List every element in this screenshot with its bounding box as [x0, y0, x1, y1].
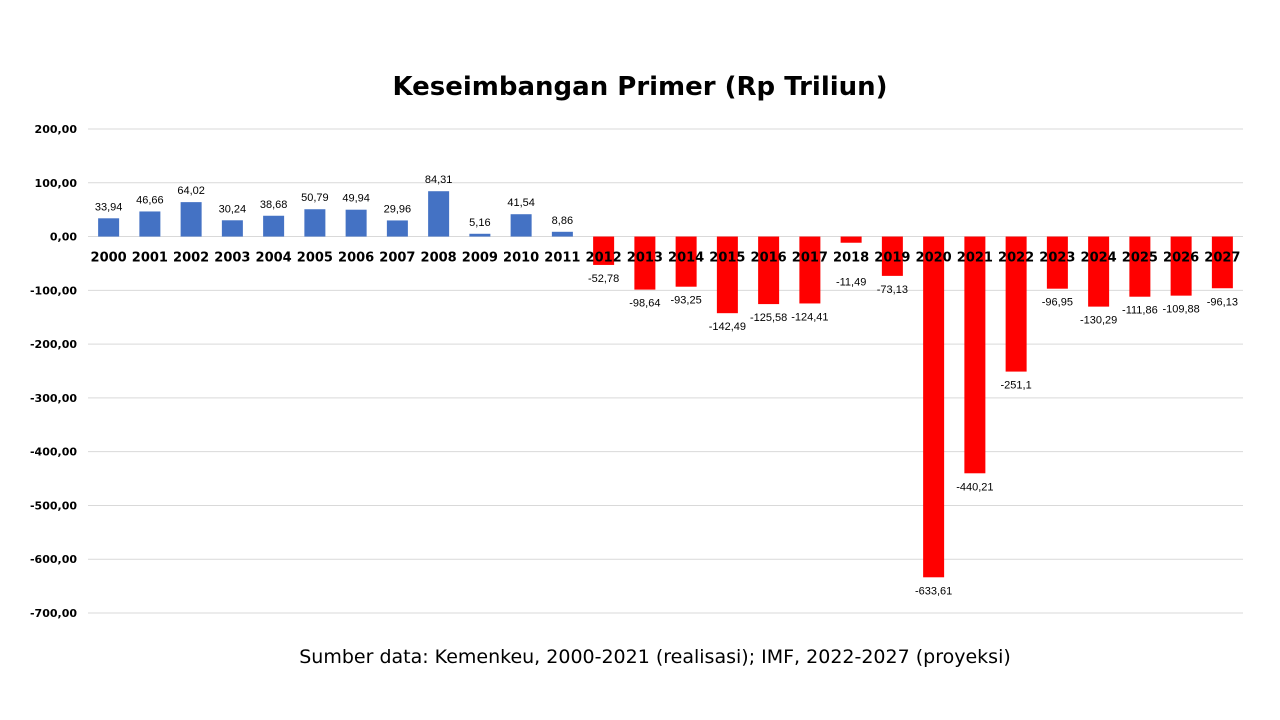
bar [840, 236, 862, 243]
y-tick-label: -300,00 [30, 392, 77, 405]
data-label: -73,13 [877, 284, 908, 296]
data-label: -52,78 [588, 273, 619, 285]
bar [345, 209, 367, 237]
bar [881, 236, 903, 276]
source-note: Sumber data: Kemenkeu, 2000-2021 (realis… [299, 646, 1011, 668]
bar [716, 236, 738, 314]
x-tick-label: 2024 [1081, 251, 1117, 266]
data-label: -11,49 [836, 277, 866, 289]
bar [1129, 236, 1151, 297]
data-label: -633,61 [915, 585, 952, 597]
bar [180, 202, 202, 237]
y-tick-label: -400,00 [30, 446, 77, 459]
bar [964, 236, 986, 474]
x-tick-label: 2010 [503, 251, 539, 266]
data-label: -96,13 [1207, 296, 1238, 308]
x-tick-label: 2006 [338, 251, 374, 266]
data-label: 84,31 [425, 174, 453, 186]
data-label: 41,54 [507, 197, 535, 209]
x-tick-label: 2025 [1122, 251, 1158, 266]
data-label: 33,94 [95, 201, 123, 213]
x-tick-label: 2027 [1204, 251, 1240, 266]
bar [1170, 236, 1192, 296]
x-tick-label: 2015 [709, 251, 745, 266]
data-label: -109,88 [1162, 304, 1199, 316]
data-label: 46,66 [136, 194, 164, 206]
data-label: -96,95 [1042, 297, 1073, 309]
x-tick-label: 2026 [1163, 251, 1199, 266]
x-tick-label: 2018 [833, 251, 869, 266]
x-tick-label: 2003 [214, 251, 250, 266]
x-tick-label: 2017 [792, 251, 828, 266]
data-label: -98,64 [629, 298, 660, 310]
y-tick-label: -500,00 [30, 499, 77, 512]
data-label: 49,94 [342, 193, 370, 205]
x-tick-label: 2004 [256, 251, 292, 266]
bar [758, 236, 780, 305]
bar [1088, 236, 1110, 307]
data-label: -111,86 [1122, 305, 1158, 317]
y-tick-label: 0,00 [50, 231, 77, 244]
data-label: 50,79 [301, 192, 329, 204]
data-label: -124,41 [791, 311, 828, 323]
x-tick-label: 2000 [91, 251, 127, 266]
y-tick-label: -700,00 [30, 607, 77, 620]
y-tick-label: -200,00 [30, 338, 77, 351]
data-label: -251,1 [1001, 380, 1032, 392]
bar [304, 209, 326, 237]
data-label: -440,21 [956, 481, 993, 493]
x-tick-label: 2012 [586, 251, 622, 266]
x-tick-label: 2022 [998, 251, 1034, 266]
bar [1211, 236, 1233, 289]
y-tick-label: -100,00 [30, 284, 77, 297]
x-tick-label: 2013 [627, 251, 663, 266]
data-label: 29,96 [384, 203, 412, 215]
data-label: 30,24 [219, 203, 247, 215]
bar [428, 191, 450, 237]
x-tick-label: 2023 [1039, 251, 1075, 266]
data-label: 8,86 [552, 215, 573, 227]
x-tick-label: 2007 [379, 251, 415, 266]
x-tick-label: 2014 [668, 251, 704, 266]
data-label: 5,16 [469, 217, 490, 229]
y-tick-label: -600,00 [30, 553, 77, 566]
data-label: -125,58 [750, 312, 787, 324]
x-tick-label: 2005 [297, 251, 333, 266]
x-tick-label: 2002 [173, 251, 209, 266]
bar [593, 236, 615, 265]
x-tick-label: 2009 [462, 251, 498, 266]
data-label: -130,29 [1080, 315, 1117, 327]
bar [139, 211, 161, 237]
bar [799, 236, 821, 304]
bar [1005, 236, 1027, 372]
y-tick-label: 200,00 [35, 123, 78, 136]
bar [1046, 236, 1068, 289]
bar [551, 231, 573, 237]
x-tick-label: 2019 [874, 251, 910, 266]
x-tick-label: 2020 [916, 251, 952, 266]
bar [221, 220, 243, 237]
chart-title: Keseimbangan Primer (Rp Triliun) [392, 72, 888, 102]
data-label: 64,02 [177, 185, 205, 197]
x-tick-label: 2016 [751, 251, 787, 266]
bar [923, 236, 945, 578]
x-tick-label: 2021 [957, 251, 993, 266]
data-label: -93,25 [671, 295, 702, 307]
data-label: -142,49 [709, 321, 746, 333]
data-label: 38,68 [260, 199, 288, 211]
bar [510, 214, 532, 237]
bar [98, 218, 120, 237]
bar [675, 236, 697, 287]
bar [469, 233, 491, 237]
bar [263, 215, 285, 237]
bar [634, 236, 656, 290]
x-tick-label: 2001 [132, 251, 168, 266]
bar [386, 220, 408, 237]
y-tick-label: 100,00 [35, 177, 78, 190]
x-tick-label: 2011 [544, 251, 580, 266]
x-tick-label: 2008 [421, 251, 457, 266]
